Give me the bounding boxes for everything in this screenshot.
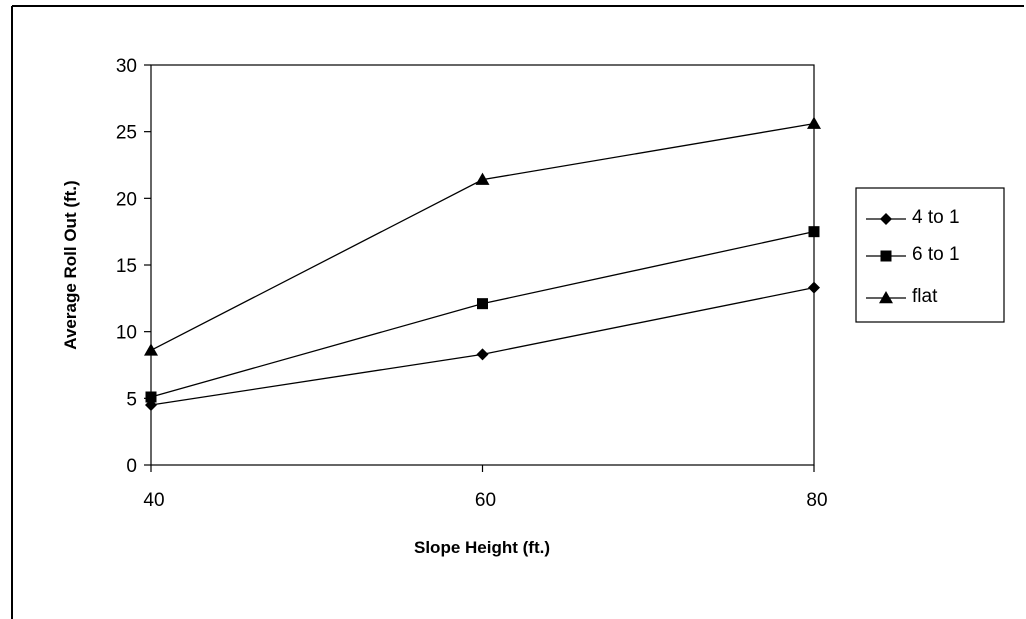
x-tick-label: 80 [806, 490, 827, 511]
y-axis-ticks: 0 5 10 15 20 25 30 [116, 56, 151, 477]
y-tick-label: 20 [116, 189, 137, 210]
series-1-point [808, 226, 820, 238]
x-axis-title: Slope Height (ft.) [414, 538, 550, 557]
series-2-point [807, 116, 821, 129]
series-0-point [476, 348, 489, 361]
legend-item-0: 4 to 1 [866, 207, 960, 228]
legend-item-2: flat [866, 286, 938, 307]
series-2-point [475, 172, 490, 185]
series-layer [144, 116, 821, 411]
legend-label: 6 to 1 [912, 244, 960, 265]
series-0-point [808, 281, 820, 294]
y-tick-label: 30 [116, 56, 137, 77]
legend-label: flat [912, 286, 938, 307]
x-tick-label: 40 [143, 490, 164, 511]
y-tick-label: 25 [116, 123, 137, 144]
y-tick-label: 0 [126, 456, 137, 477]
y-tick-label: 10 [116, 323, 137, 344]
series-1-point [477, 298, 488, 310]
x-axis-ticks: 40 60 80 [143, 465, 828, 511]
legend-marker-1 [880, 250, 892, 262]
y-axis-title: Average Roll Out (ft.) [61, 180, 80, 349]
legend-marker-0 [880, 213, 892, 225]
series-2-point [144, 343, 158, 356]
legend-item-1: 6 to 1 [866, 244, 960, 265]
legend-label: 4 to 1 [912, 207, 960, 228]
y-tick-label: 15 [116, 256, 137, 277]
x-tick-label: 60 [475, 490, 496, 511]
legend-marker-2 [879, 291, 893, 304]
legend: 4 to 1 6 to 1 flat [866, 207, 960, 307]
series-1-point [145, 391, 157, 403]
y-tick-label: 5 [126, 389, 137, 410]
